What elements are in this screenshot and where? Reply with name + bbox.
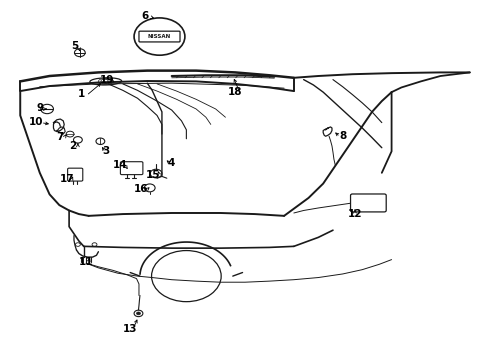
- Text: 3: 3: [102, 146, 109, 156]
- Text: 2: 2: [70, 141, 76, 151]
- Text: 5: 5: [72, 41, 78, 50]
- FancyBboxPatch shape: [121, 162, 143, 175]
- Text: 14: 14: [113, 160, 128, 170]
- Circle shape: [137, 312, 141, 315]
- FancyBboxPatch shape: [68, 168, 83, 181]
- Text: NISSAN: NISSAN: [148, 34, 171, 39]
- Text: 8: 8: [339, 131, 346, 141]
- Text: 10: 10: [28, 117, 43, 127]
- Text: 1: 1: [78, 89, 85, 99]
- Text: 17: 17: [59, 174, 74, 184]
- Text: 19: 19: [100, 75, 114, 85]
- Text: 15: 15: [146, 170, 160, 180]
- Text: 12: 12: [348, 209, 362, 219]
- FancyBboxPatch shape: [139, 31, 180, 42]
- Text: 4: 4: [167, 158, 174, 168]
- Text: 11: 11: [79, 257, 94, 267]
- FancyBboxPatch shape: [350, 194, 386, 212]
- Text: 18: 18: [228, 87, 243, 97]
- Text: 7: 7: [57, 132, 64, 142]
- Text: 9: 9: [36, 103, 43, 113]
- Text: 16: 16: [134, 184, 148, 194]
- Text: 6: 6: [141, 11, 148, 21]
- Text: 13: 13: [123, 324, 137, 334]
